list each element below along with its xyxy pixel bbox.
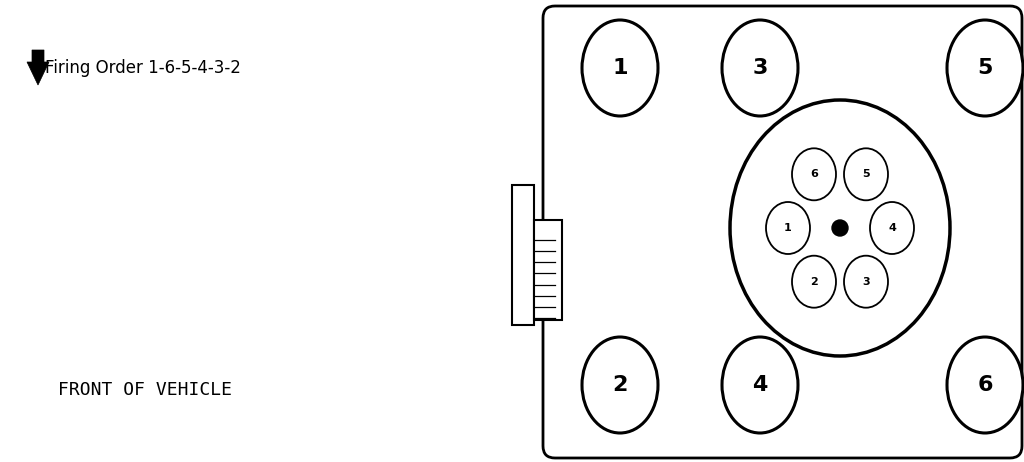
Ellipse shape bbox=[766, 202, 810, 254]
FancyBboxPatch shape bbox=[543, 6, 1022, 458]
Text: FRONT OF VEHICLE: FRONT OF VEHICLE bbox=[58, 381, 232, 399]
Ellipse shape bbox=[722, 337, 798, 433]
Bar bbox=[512, 185, 534, 325]
Ellipse shape bbox=[792, 255, 836, 308]
Text: 5: 5 bbox=[862, 169, 869, 179]
Text: 6: 6 bbox=[810, 169, 818, 179]
Bar bbox=[534, 220, 562, 320]
Text: 6: 6 bbox=[977, 375, 992, 395]
Ellipse shape bbox=[947, 20, 1023, 116]
Text: 2: 2 bbox=[612, 375, 628, 395]
Text: 4: 4 bbox=[888, 223, 896, 233]
Ellipse shape bbox=[582, 20, 658, 116]
Text: Firing Order 1-6-5-4-3-2: Firing Order 1-6-5-4-3-2 bbox=[45, 59, 241, 77]
Ellipse shape bbox=[844, 255, 888, 308]
Circle shape bbox=[831, 220, 848, 236]
Text: 3: 3 bbox=[862, 277, 869, 287]
Ellipse shape bbox=[722, 20, 798, 116]
Ellipse shape bbox=[870, 202, 914, 254]
Text: 3: 3 bbox=[753, 58, 768, 78]
Text: 5: 5 bbox=[977, 58, 992, 78]
Text: 2: 2 bbox=[810, 277, 818, 287]
Ellipse shape bbox=[844, 148, 888, 201]
Text: 1: 1 bbox=[612, 58, 628, 78]
Ellipse shape bbox=[730, 100, 950, 356]
Text: 1: 1 bbox=[784, 223, 792, 233]
Ellipse shape bbox=[582, 337, 658, 433]
Ellipse shape bbox=[947, 337, 1023, 433]
Text: 4: 4 bbox=[753, 375, 768, 395]
Polygon shape bbox=[27, 50, 49, 85]
Ellipse shape bbox=[792, 148, 836, 201]
